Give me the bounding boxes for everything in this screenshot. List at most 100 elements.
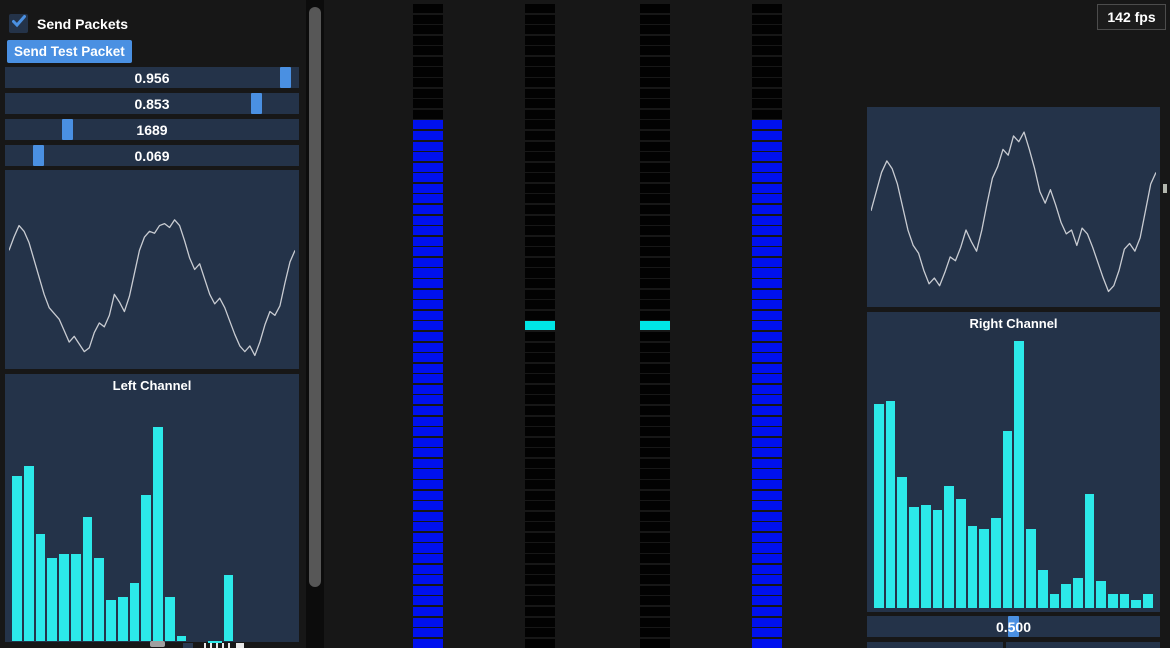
spectrum-bar — [1096, 580, 1107, 608]
led-segment — [640, 638, 670, 648]
led-segment — [413, 257, 443, 267]
led-segment — [640, 480, 670, 490]
led-segment — [640, 56, 670, 66]
led-segment — [413, 215, 443, 225]
led-segment — [752, 257, 782, 267]
spectrum-bar — [1026, 529, 1036, 608]
led-segment — [640, 543, 670, 553]
left-waveform-panel — [5, 170, 299, 369]
send-test-packet-button[interactable]: Send Test Packet — [7, 40, 132, 63]
led-segment — [413, 300, 443, 310]
led-segment — [525, 152, 555, 162]
led-segment — [525, 363, 555, 373]
led-segment — [752, 56, 782, 66]
led-segment — [640, 310, 670, 320]
led-segment — [413, 109, 443, 119]
spectrum-bar — [1084, 493, 1095, 608]
led-segment — [413, 395, 443, 405]
cutoff-fragment — [1163, 184, 1167, 193]
led-segment — [752, 183, 782, 193]
led-segment — [752, 585, 782, 595]
led-segment — [525, 469, 555, 479]
led-segment — [525, 606, 555, 617]
led-segment — [525, 173, 555, 183]
led-segment — [413, 416, 443, 426]
led-segment — [525, 78, 555, 88]
spectrum-bar — [35, 534, 46, 641]
led-segment — [752, 617, 782, 627]
led-segment — [640, 448, 670, 458]
led-segment — [525, 25, 555, 35]
spectrum-bar — [909, 507, 919, 608]
led-segment — [640, 427, 670, 437]
led-segment — [640, 374, 670, 384]
slider-value: 0.069 — [134, 147, 170, 164]
led-segment — [640, 99, 670, 109]
slider-value: 1689 — [136, 121, 168, 138]
slider-handle[interactable] — [279, 67, 291, 88]
led-segment — [640, 585, 670, 595]
led-segment — [525, 88, 555, 98]
led-segment — [413, 554, 443, 564]
led-segment — [525, 310, 555, 320]
spectrum-bar — [967, 526, 978, 608]
led-segment — [752, 501, 782, 511]
slider-value: 0.956 — [134, 69, 170, 86]
led-segment — [640, 554, 670, 564]
led-segment — [413, 236, 443, 246]
led-segment — [640, 353, 670, 363]
slider-param-1[interactable]: 0.956 — [5, 67, 299, 88]
vertical-scrollbar[interactable] — [306, 0, 324, 648]
led-segment — [413, 532, 443, 542]
led-segment — [752, 204, 782, 215]
led-segment — [525, 46, 555, 56]
spectrum-bar — [1131, 599, 1142, 608]
led-segment — [640, 46, 670, 56]
led-segment — [752, 384, 782, 394]
led-segment — [525, 437, 555, 447]
spectrum-bar — [955, 499, 966, 608]
led-segment — [640, 458, 670, 468]
spectrum-bar — [94, 558, 104, 641]
led-segment — [413, 88, 443, 98]
slider-handle[interactable] — [1008, 616, 1019, 637]
led-segment — [640, 215, 670, 225]
led-segment — [640, 384, 670, 394]
spectrum-bar — [932, 510, 943, 608]
led-segment — [413, 564, 443, 574]
led-segment — [752, 353, 782, 363]
left-channel-title: Left Channel — [112, 378, 192, 393]
slider-param-4[interactable]: 0.069 — [5, 145, 299, 166]
slider-param-3[interactable]: 1689 — [5, 119, 299, 140]
led-segment — [413, 437, 443, 447]
slider-handle[interactable] — [33, 145, 45, 166]
led-segment — [752, 173, 782, 183]
slider-right-gain[interactable]: 0.500 — [867, 616, 1160, 637]
led-segment — [752, 564, 782, 574]
led-segment — [413, 353, 443, 363]
led-segment — [413, 289, 443, 299]
led-segment — [640, 405, 670, 416]
led-segment — [525, 56, 555, 66]
led-segment — [752, 279, 782, 289]
cutoff-fragment — [210, 643, 212, 648]
led-segment — [413, 35, 443, 45]
led-segment — [752, 575, 782, 585]
cutoff-panel-fragment — [867, 642, 1003, 648]
vertical-scrollbar-thumb[interactable] — [309, 7, 321, 587]
led-segment — [525, 130, 555, 141]
send-packets-checkbox[interactable] — [9, 14, 28, 33]
spectrum-bar — [885, 401, 896, 608]
led-segment — [413, 374, 443, 384]
led-segment — [640, 416, 670, 426]
led-segment — [640, 469, 670, 479]
led-segment — [752, 628, 782, 638]
slider-param-2[interactable]: 0.853 — [5, 93, 299, 114]
led-segment — [413, 120, 443, 130]
right-channel-title: Right Channel — [969, 316, 1058, 331]
slider-handle[interactable] — [61, 119, 73, 140]
cutoff-fragment — [216, 643, 218, 648]
slider-handle[interactable] — [251, 93, 263, 114]
led-segment — [525, 204, 555, 215]
